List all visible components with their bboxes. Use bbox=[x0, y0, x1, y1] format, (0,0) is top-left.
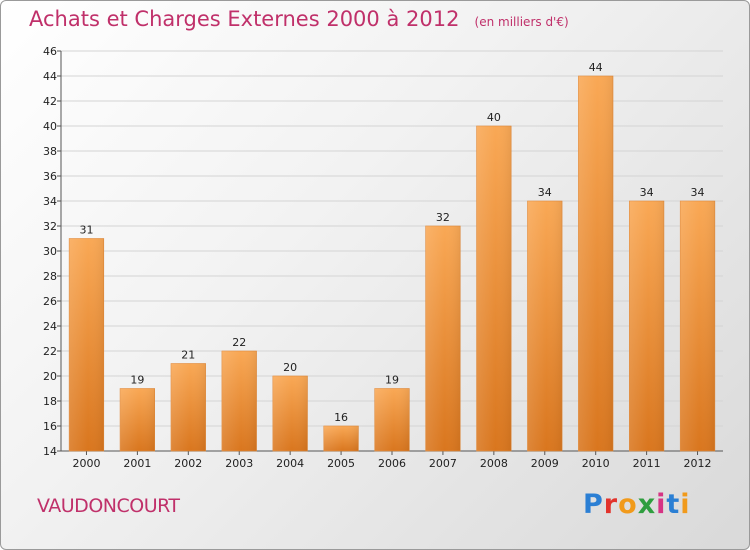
x-tick-label: 2011 bbox=[633, 457, 661, 470]
x-tick-label: 2010 bbox=[582, 457, 610, 470]
logo-letter: t bbox=[666, 489, 681, 520]
data-label-2002: 21 bbox=[181, 349, 195, 362]
bar-shade bbox=[578, 76, 614, 451]
data-label-2003: 22 bbox=[232, 336, 246, 349]
bar-shade bbox=[527, 201, 563, 451]
bar-shade bbox=[272, 376, 308, 451]
x-tick-label: 2002 bbox=[174, 457, 202, 470]
y-tick-label: 40 bbox=[43, 120, 57, 133]
data-label-2005: 16 bbox=[334, 411, 348, 424]
bar-shade bbox=[476, 126, 512, 451]
x-tick-label: 2005 bbox=[327, 457, 355, 470]
bar-shade bbox=[69, 238, 104, 451]
x-tick-label: 2009 bbox=[531, 457, 559, 470]
y-tick-label: 20 bbox=[43, 370, 57, 383]
bars bbox=[68, 75, 716, 452]
bar-shade bbox=[425, 226, 461, 451]
data-label-2001: 19 bbox=[130, 374, 144, 387]
x-tick-label: 2006 bbox=[378, 457, 406, 470]
y-tick-label: 18 bbox=[43, 395, 57, 408]
data-label-2000: 31 bbox=[79, 224, 93, 237]
x-tick-label: 2012 bbox=[684, 457, 712, 470]
commune-name: VAUDONCOURT bbox=[37, 495, 180, 517]
bar-shade bbox=[374, 388, 410, 451]
data-label-2007: 32 bbox=[436, 211, 450, 224]
logo-letter: i bbox=[656, 489, 667, 520]
y-tick-label: 22 bbox=[43, 345, 57, 358]
y-tick-label: 30 bbox=[43, 245, 57, 258]
logo-letter: o bbox=[618, 489, 638, 520]
logo-letter: i bbox=[680, 489, 691, 520]
x-tick-label: 2000 bbox=[72, 457, 100, 470]
data-label-2006: 19 bbox=[385, 374, 399, 387]
logo-letter: r bbox=[603, 489, 619, 520]
y-tick-label: 38 bbox=[43, 145, 57, 158]
data-label-2009: 34 bbox=[538, 186, 552, 199]
logo-letter: x bbox=[637, 489, 657, 520]
x-tick-label: 2003 bbox=[225, 457, 253, 470]
x-tick-label: 2001 bbox=[123, 457, 151, 470]
bar-shade bbox=[221, 351, 257, 451]
chart-header: Achats et Charges Externes 2000 à 2012 (… bbox=[29, 7, 569, 31]
y-tick-label: 46 bbox=[43, 45, 57, 58]
data-label-2008: 40 bbox=[487, 111, 501, 124]
y-tick-label: 14 bbox=[43, 445, 57, 458]
bar-shade bbox=[120, 388, 155, 451]
y-tick-label: 42 bbox=[43, 95, 57, 108]
bar-shade bbox=[170, 363, 206, 451]
logo-letter: P bbox=[583, 489, 604, 520]
y-tick-label: 16 bbox=[43, 420, 57, 433]
y-tick-label: 34 bbox=[43, 195, 57, 208]
data-label-2011: 34 bbox=[640, 186, 654, 199]
bar-shade bbox=[629, 201, 664, 451]
data-label-2012: 34 bbox=[691, 186, 705, 199]
y-tick-label: 36 bbox=[43, 170, 57, 183]
y-tick-label: 32 bbox=[43, 220, 57, 233]
data-label-2004: 20 bbox=[283, 361, 297, 374]
bar-shade bbox=[680, 201, 715, 451]
y-tick-label: 28 bbox=[43, 270, 57, 283]
proxiti-logo: Proxiti bbox=[583, 489, 691, 520]
y-tick-label: 44 bbox=[43, 70, 57, 83]
data-label-2010: 44 bbox=[589, 61, 603, 74]
x-tick-label: 2008 bbox=[480, 457, 508, 470]
x-tick-label: 2004 bbox=[276, 457, 304, 470]
bar-shade bbox=[323, 426, 359, 451]
y-tick-label: 26 bbox=[43, 295, 57, 308]
y-tick-label: 24 bbox=[43, 320, 57, 333]
chart-unit: (en milliers d'€) bbox=[474, 15, 569, 29]
x-tick-label: 2007 bbox=[429, 457, 457, 470]
labels: 14 16 18 20 22 24 26 28 30 32 34 36 38 40 42 44 46 2000 31… bbox=[43, 45, 712, 470]
chart-title: Achats et Charges Externes 2000 à 2012 bbox=[29, 7, 460, 31]
